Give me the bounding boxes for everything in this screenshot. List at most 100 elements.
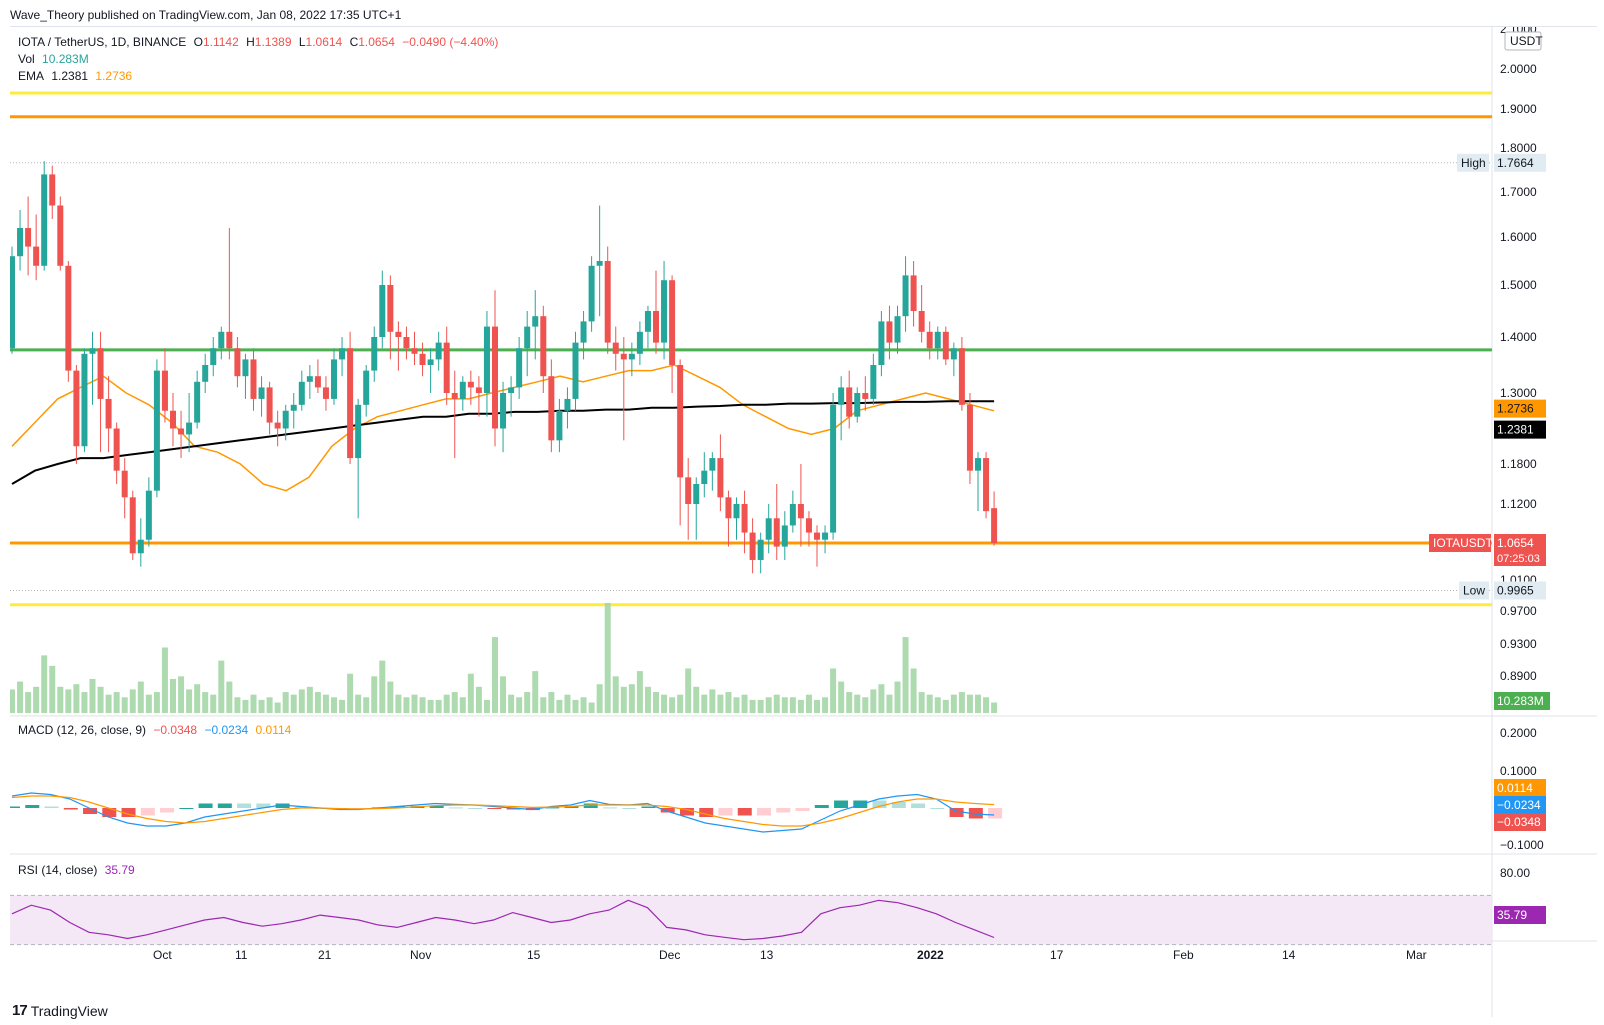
candle-body <box>403 337 410 349</box>
volume-bar <box>524 692 531 713</box>
volume-bar <box>661 694 668 713</box>
candle-body <box>9 256 15 349</box>
candle-body <box>765 518 772 540</box>
macd-line <box>11 792 995 833</box>
candle-body <box>580 321 587 343</box>
macd-line-tag-bg <box>1494 796 1546 814</box>
rsi-tick-label: 80.00 <box>1500 866 1530 880</box>
candle-body <box>419 353 426 365</box>
volume-bar <box>467 673 474 713</box>
macd-hist-tag-bg <box>1494 813 1546 831</box>
volume-bar <box>741 694 748 713</box>
macd-histogram-bar <box>160 808 175 813</box>
candle-body <box>97 348 104 399</box>
volume-bar <box>677 694 684 713</box>
volume-bar <box>419 697 426 713</box>
candle-body <box>556 410 563 441</box>
candle-body <box>805 518 812 533</box>
candle-body <box>202 365 209 382</box>
tradingview-logo-icon: 17 <box>12 1002 28 1019</box>
symbol-tag: IOTAUSDT <box>1433 536 1493 550</box>
time-tick-label: 13 <box>760 948 774 962</box>
candle-body <box>983 458 990 512</box>
volume-bar <box>411 694 418 713</box>
high-label-bg <box>1457 153 1489 172</box>
candle-body <box>846 387 853 417</box>
main-legend: IOTA / TetherUS, 1D, BINANCE O1.1142 H1.… <box>18 35 502 49</box>
candle-body <box>596 261 603 266</box>
price-tick-label: 1.4000 <box>1500 330 1537 344</box>
volume-bar <box>789 697 796 713</box>
volume-bar <box>588 702 595 713</box>
macd-histogram-bar <box>6 806 20 808</box>
candle-body <box>492 326 498 429</box>
rsi-value-tag: 35.79 <box>1497 908 1527 922</box>
macd-histogram-bar <box>814 805 829 808</box>
volume-bar <box>975 694 981 713</box>
volume-bar <box>862 697 869 713</box>
tradingview-footer[interactable]: 17 TradingView <box>12 1002 108 1019</box>
macd-histogram-bar <box>872 800 887 808</box>
candle-body <box>298 381 305 405</box>
volume-bar <box>355 694 362 713</box>
candle-body <box>604 261 611 343</box>
volume-bar <box>556 699 563 713</box>
volume-bar <box>983 697 990 713</box>
volume-bar <box>516 697 523 713</box>
candle-body <box>411 348 418 354</box>
volume-bar <box>339 699 346 713</box>
volume-bar <box>830 668 837 713</box>
candle-body <box>234 348 241 377</box>
low-value: 1.0614 <box>305 35 343 49</box>
candle-body <box>975 458 981 471</box>
volume-bar <box>459 697 466 713</box>
macd-histogram-bar <box>795 808 810 811</box>
volume-bar <box>298 689 305 713</box>
volume-bar <box>161 647 168 713</box>
candle-body <box>862 393 869 399</box>
candle-body <box>830 404 837 533</box>
candle-body <box>797 504 804 519</box>
time-axis: Oct 11 21 Nov 15 Dec 13 2022 17 Feb 14 Mar <box>153 948 1427 962</box>
candle-body <box>822 532 829 540</box>
macd-histogram-bar <box>602 807 617 809</box>
volume-bar <box>548 692 555 713</box>
volume-bar <box>822 697 829 713</box>
candle-body <box>49 174 56 206</box>
chart-svg[interactable]: 2.10002.00001.90001.80001.70001.60001.50… <box>6 22 1597 1017</box>
price-tick-label: 1.3000 <box>1500 386 1537 400</box>
countdown-value: 07:25:03 <box>1497 553 1540 565</box>
macd-histogram-bar <box>660 808 675 813</box>
candle-body <box>475 387 482 393</box>
rsi-legend: RSI (14, close) 35.79 <box>18 863 139 877</box>
macd-histogram-bar <box>564 806 579 808</box>
low-label-bg <box>1459 581 1489 600</box>
volume-bar <box>701 694 708 713</box>
candle-body <box>693 484 700 504</box>
candle-body <box>129 497 136 554</box>
volume-bar <box>129 689 136 713</box>
macd-histogram-bar <box>237 803 252 808</box>
rsi-band <box>10 895 1492 945</box>
candle-body <box>467 381 474 388</box>
macd-tick-label: 0.1000 <box>1500 764 1537 778</box>
candle-body <box>314 376 321 388</box>
candle-body <box>387 285 394 332</box>
candle-body <box>113 428 120 471</box>
volume-bar <box>234 697 241 713</box>
candle-body <box>194 381 201 423</box>
volume-bar <box>379 660 386 713</box>
candle-body <box>653 311 659 343</box>
candle-body <box>339 348 346 360</box>
candle-body <box>25 228 32 247</box>
volume-bar <box>483 699 490 713</box>
volume-bar <box>451 692 458 713</box>
macd-histogram-bar <box>776 808 791 813</box>
low-label: L <box>298 35 306 49</box>
price-tick-label: 1.1800 <box>1500 457 1537 471</box>
volume-bar <box>153 692 160 713</box>
time-tick-label: 17 <box>1050 948 1064 962</box>
macd-histogram-bar <box>583 803 598 808</box>
volume-bar <box>210 694 217 713</box>
candle-body <box>306 376 313 382</box>
